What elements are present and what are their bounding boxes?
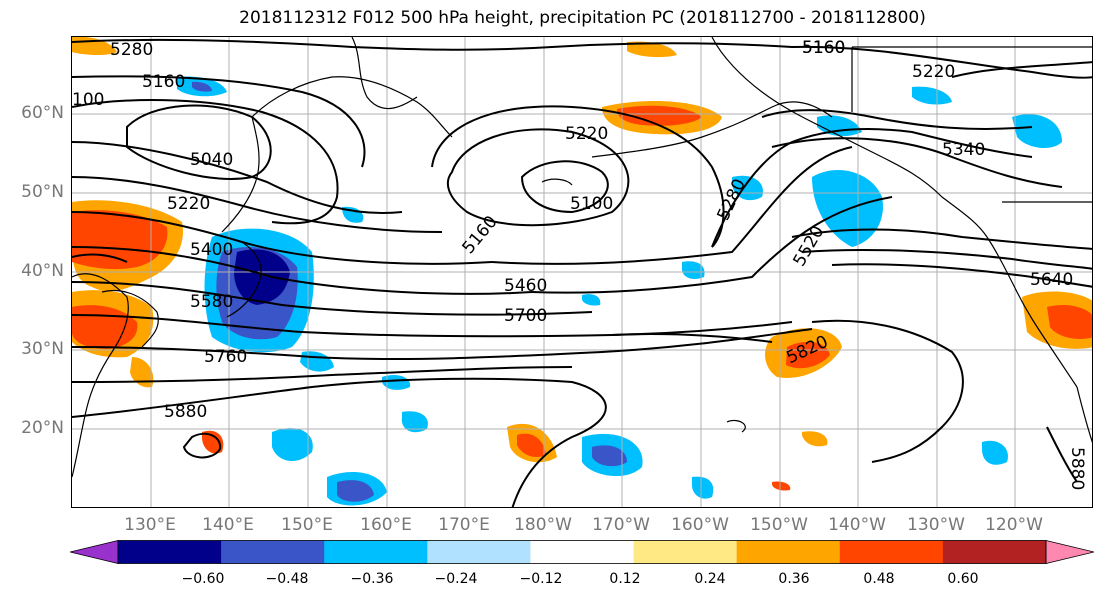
- lon-label-130E: 130°E: [124, 515, 176, 535]
- lat-label-50N: 50°N: [21, 182, 64, 202]
- colorbar-extend-high: [1045, 540, 1094, 564]
- lat-label-40N: 40°N: [21, 261, 64, 281]
- colorbar-tick: −0.12: [519, 571, 563, 587]
- map-panel: 5280 5160 100 5040 5220 5400 5580 5760 5…: [71, 36, 1093, 508]
- contour-label: 5640: [1030, 270, 1073, 290]
- contour-label: 5340: [942, 140, 985, 160]
- lon-label-140W: 140°W: [828, 515, 886, 535]
- colorbar: [70, 540, 1094, 564]
- map-svg: 5280 5160 100 5040 5220 5400 5580 5760 5…: [72, 37, 1092, 507]
- lon-label-180W: 180°W: [514, 515, 572, 535]
- colorbar-tick: −0.48: [265, 571, 309, 587]
- colorbar-segment: [633, 540, 738, 564]
- contour-label: 5280: [110, 40, 153, 60]
- lon-label-160W: 160°W: [671, 515, 729, 535]
- colorbar-segment: [118, 540, 222, 564]
- colorbar-tick: −0.24: [434, 571, 478, 587]
- contour-label: 5700: [504, 306, 547, 326]
- contour-label: 5400: [190, 240, 233, 260]
- precip-anomaly-fills: [72, 37, 1092, 506]
- lat-label-30N: 30°N: [21, 339, 64, 359]
- colorbar-segment: [530, 540, 635, 564]
- contour-label: 5040: [190, 150, 233, 170]
- graticule: [72, 37, 1092, 507]
- contour-label: 5880: [164, 402, 207, 422]
- colorbar-tick: −0.60: [181, 571, 225, 587]
- lat-label-20N: 20°N: [21, 418, 64, 438]
- contour-label: 5580: [190, 292, 233, 312]
- contour-label: 5100: [570, 194, 613, 214]
- height-contours: [72, 38, 1092, 507]
- contour-label: 5160: [802, 38, 845, 58]
- contour-label: 5760: [204, 347, 247, 367]
- colorbar-segment: [942, 540, 1047, 564]
- contour-label: 100: [72, 90, 104, 110]
- colorbar-segment: [324, 540, 428, 564]
- contour-label: 5220: [565, 124, 608, 144]
- contour-label: 5220: [912, 62, 955, 82]
- colorbar-frame: [117, 540, 1047, 564]
- colorbar-tick: 0.12: [609, 571, 641, 587]
- lon-label-140E: 140°E: [202, 515, 254, 535]
- contour-label: 5880: [1067, 447, 1087, 490]
- contour-label: 5160: [142, 72, 185, 92]
- colorbar-tick: 0.24: [694, 571, 726, 587]
- colorbar-segment: [736, 540, 841, 564]
- lon-label-170W: 170°W: [592, 515, 650, 535]
- lon-label-170E: 170°E: [438, 515, 490, 535]
- chart-title: 2018112312 F012 500 hPa height, precipit…: [239, 8, 926, 28]
- colorbar-segment: [839, 540, 944, 564]
- contour-label: 5520: [790, 223, 829, 270]
- lon-label-130W: 130°W: [907, 515, 965, 535]
- colorbar-tick: 0.36: [778, 571, 810, 587]
- lat-label-60N: 60°N: [21, 103, 64, 123]
- colorbar-segment: [427, 540, 531, 564]
- lon-label-150W: 150°W: [750, 515, 808, 535]
- lon-label-120W: 120°W: [985, 515, 1043, 535]
- lon-label-150E: 150°E: [281, 515, 333, 535]
- contour-label: 5220: [167, 194, 210, 214]
- contour-label: 5460: [504, 276, 547, 296]
- colorbar-tick: 0.48: [863, 571, 895, 587]
- lon-label-160E: 160°E: [360, 515, 412, 535]
- colorbar-segment: [221, 540, 325, 564]
- colorbar-segments: [70, 540, 1094, 564]
- colorbar-tick: 0.60: [947, 571, 979, 587]
- colorbar-extend-low: [70, 540, 119, 564]
- contour-label: 5160: [802, 38, 845, 58]
- colorbar-tick: −0.36: [350, 571, 394, 587]
